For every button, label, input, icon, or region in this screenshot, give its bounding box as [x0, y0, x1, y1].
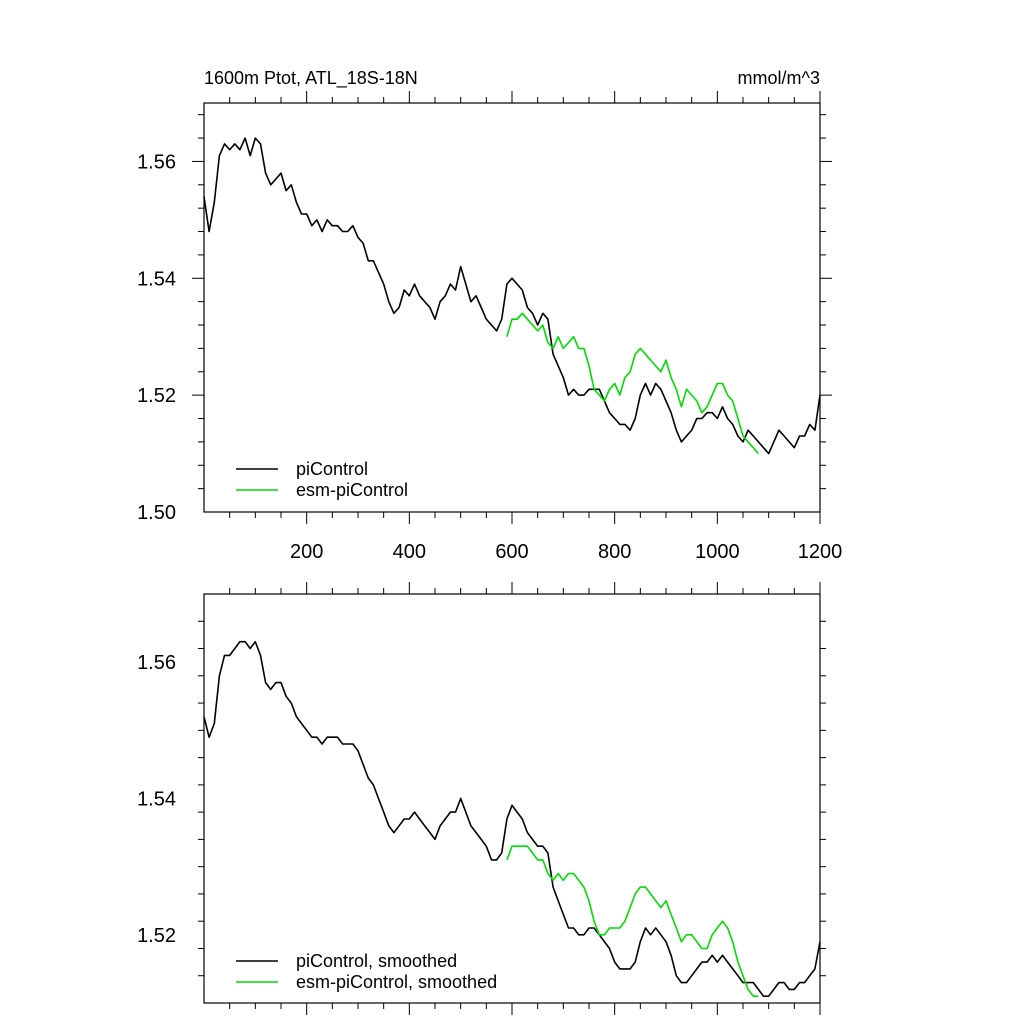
bottom-tick-layer: 1.52 1.54 1.56 [137, 582, 826, 1015]
legend-label-piControl: piControl [296, 459, 368, 479]
top-series-esm-picontrol [506, 312, 760, 455]
chart-title: 1600m Ptot, ATL_18S-18N [204, 68, 418, 89]
top-panel: 200 400 600 800 1000 1200 1.50 1.52 1.54 1.56 piC… [137, 91, 842, 563]
bottom-panel: 1.52 1.54 1.56 piControl, smoothed esm-piC… [137, 582, 826, 1015]
top-tick-layer: 200 400 600 800 1000 1200 1.50 1.52 1.54 1.56 [137, 91, 842, 563]
top-y-tick-label: 1.50 [137, 502, 176, 524]
top-x-tick-label: 400 [393, 541, 426, 563]
top-series-picontrol [203, 137, 821, 455]
top-x-tick-label: 600 [495, 541, 528, 563]
top-x-tick-label: 800 [598, 541, 631, 563]
legend-label-esm-piControl: esm-piControl [296, 480, 408, 500]
bottom-series-layer [203, 640, 821, 997]
bottom-y-tick-label: 1.56 [137, 652, 176, 674]
top-y-tick-label: 1.56 [137, 151, 176, 173]
top-series-layer [203, 137, 821, 455]
top-y-tick-label: 1.52 [137, 385, 176, 407]
bottom-series-esm-picontrol-smoothed [506, 845, 759, 997]
bottom-y-tick-label: 1.54 [137, 789, 176, 811]
bottom-legend: piControl, smoothed esm-piControl, smoot… [236, 951, 497, 992]
top-legend: piControl esm-piControl [236, 459, 408, 500]
top-x-tick-label: 1200 [798, 541, 843, 563]
legend-label-piControl-smoothed: piControl, smoothed [296, 951, 457, 971]
legend-label-esm-piControl-smoothed: esm-piControl, smoothed [296, 972, 497, 992]
bottom-y-tick-label: 1.52 [137, 925, 176, 947]
units-label: mmol/m^3 [738, 68, 820, 88]
top-x-tick-label: 1000 [695, 541, 740, 563]
top-y-tick-label: 1.54 [137, 268, 176, 290]
top-x-tick-label: 200 [290, 541, 323, 563]
bottom-series-picontrol-smoothed [203, 640, 821, 997]
